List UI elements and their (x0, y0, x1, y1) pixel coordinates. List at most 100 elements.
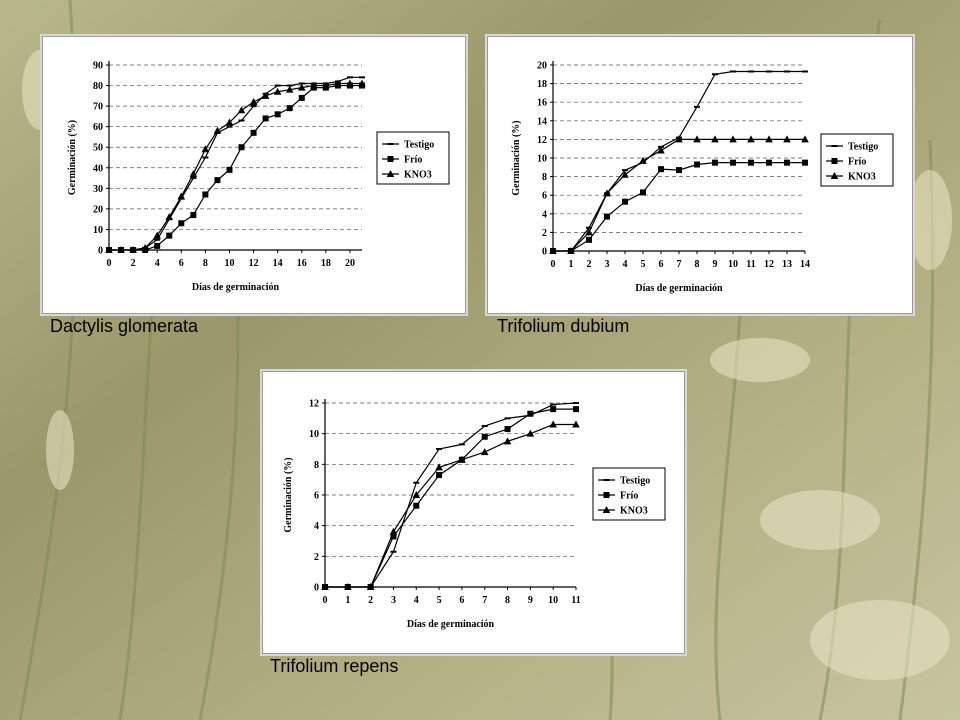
caption-trifolium-repens: Trifolium repens (270, 656, 399, 676)
y-tick-label: 8 (542, 172, 547, 183)
legend: Testigo Frío KNO3 (376, 131, 450, 185)
x-tick-label: 5 (437, 595, 442, 606)
series-line (109, 82, 362, 251)
legend-label: Frío (404, 155, 422, 166)
data-point (225, 118, 234, 126)
x-tick-label: 1 (345, 595, 350, 606)
data-point (802, 159, 808, 166)
x-tick-label: 0 (551, 259, 556, 270)
data-point (117, 246, 125, 253)
legend-marker (830, 172, 839, 179)
series-line (109, 84, 362, 251)
x-tick-label: 4 (414, 595, 419, 606)
data-point (201, 145, 210, 153)
x-tick-label: 14 (800, 259, 810, 270)
data-point (238, 144, 245, 151)
y-axis-label: Germinación (%) (511, 120, 522, 195)
x-tick-label: 8 (695, 259, 700, 270)
x-tick-label: 12 (249, 258, 259, 269)
legend: Testigo Frío KNO3 (592, 467, 666, 521)
x-tick-label: 20 (345, 258, 355, 269)
data-point (154, 242, 161, 249)
caption-dactylis-glomerata: Dactylis glomerata (50, 316, 199, 336)
data-point (622, 198, 628, 205)
data-point (784, 159, 790, 166)
data-point (621, 170, 629, 178)
data-point (310, 81, 318, 89)
data-point (481, 433, 488, 440)
chart-panel-dactylis: 0 10 20 30 40 50 60 70 80 90 0 2 4 6 8 10 12 14 16 18 20 Días… (42, 36, 466, 314)
data-point (226, 166, 233, 173)
data-point (586, 236, 592, 243)
gridlines (325, 402, 576, 557)
data-point (658, 166, 664, 173)
data-point (436, 472, 443, 479)
x-tick-label: 11 (571, 595, 580, 606)
x-tick-label: 6 (659, 259, 664, 270)
x-tick-label: 11 (746, 259, 755, 270)
data-point (321, 583, 329, 590)
data-point (213, 126, 222, 134)
data-point (694, 161, 700, 168)
data-point (504, 426, 511, 433)
data-point (189, 169, 198, 177)
data-point (526, 429, 535, 437)
data-point (389, 527, 398, 535)
data-point (801, 135, 809, 143)
data-point (274, 111, 281, 118)
y-axis-label: Germinación (%) (283, 457, 294, 532)
y-tick-label: 6 (314, 491, 319, 502)
data-point (366, 583, 375, 590)
series-line (109, 76, 362, 251)
legend-marker (831, 158, 838, 164)
chart-dactylis-glomerata: 0 10 20 30 40 50 60 70 80 90 0 2 4 6 8 10 12 14 16 18 20 Días… (67, 61, 450, 293)
data-point (676, 167, 682, 174)
x-tick-label: 10 (224, 258, 234, 269)
data-point (298, 94, 305, 101)
data-point (261, 91, 270, 99)
data-point (729, 135, 737, 143)
y-tick-label: 0 (314, 583, 319, 594)
data-point (262, 115, 269, 122)
legend-label: Testigo (404, 140, 434, 151)
data-point (640, 189, 646, 196)
x-tick-label: 10 (728, 259, 738, 270)
data-point (527, 410, 534, 417)
data-point (214, 177, 221, 184)
data-point (322, 81, 330, 89)
data-point (141, 243, 149, 251)
y-tick-label: 10 (93, 225, 103, 236)
data-point (765, 135, 773, 143)
x-tick-label: 7 (677, 259, 682, 270)
legend-marker (603, 492, 610, 498)
y-tick-label: 60 (93, 122, 103, 133)
x-tick-label: 8 (505, 595, 510, 606)
data-point (693, 135, 701, 143)
data-point (344, 583, 352, 590)
y-tick-label: 2 (314, 552, 319, 563)
data-point (237, 106, 246, 114)
y-tick-label: 10 (309, 429, 319, 440)
data-point (249, 98, 258, 105)
x-tick-label: 4 (623, 259, 628, 270)
y-tick-label: 12 (309, 399, 319, 410)
caption-trifolium-dubium: Trifolium dubium (497, 316, 630, 336)
x-tick-label: 2 (587, 259, 592, 270)
x-tick-label: 6 (459, 595, 464, 606)
y-tick-label: 8 (314, 460, 319, 471)
x-tick-label: 1 (569, 259, 574, 270)
y-tick-label: 20 (537, 61, 547, 72)
data-point (747, 135, 755, 143)
y-tick-label: 20 (93, 204, 103, 215)
data-point (273, 87, 282, 95)
data-point (412, 491, 421, 498)
series-kno3 (549, 135, 809, 254)
data-point (730, 159, 736, 166)
data-point (153, 231, 161, 239)
series-line (325, 423, 576, 588)
x-tick-label: 9 (528, 595, 533, 606)
data-point (178, 220, 185, 227)
data-point (165, 213, 174, 221)
